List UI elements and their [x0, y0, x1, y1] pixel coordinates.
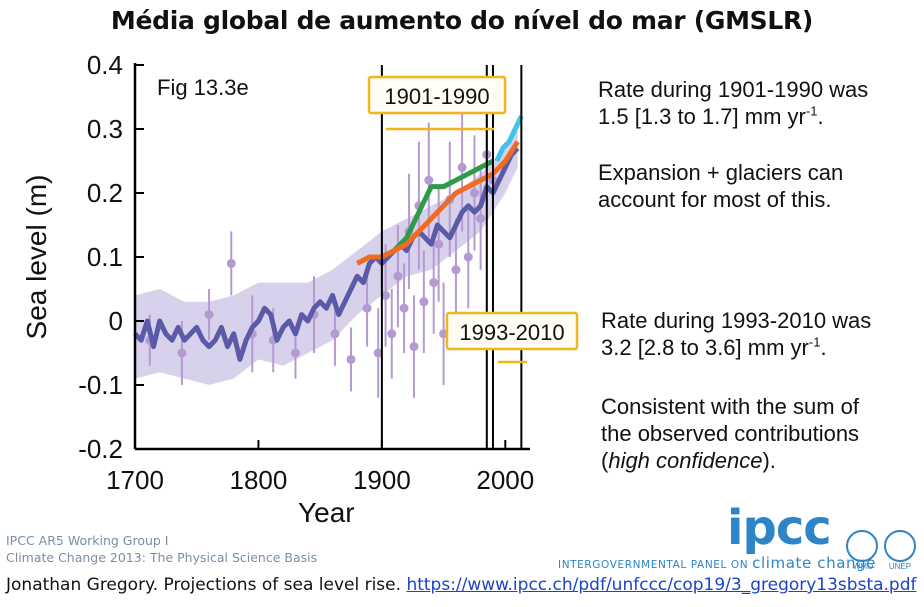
period-callout-box: [445, 311, 579, 351]
ipcc-tagline: INTERGOVERNMENTAL PANEL ON climate chang…: [558, 554, 876, 572]
period-callout-label: 1901-1990: [384, 84, 489, 109]
tagline-text: climate change: [752, 554, 877, 572]
note-superscript: -1: [805, 103, 818, 119]
period-callout-box: [367, 75, 507, 115]
unep-emblem-icon: [884, 530, 916, 562]
proxy-point: [451, 265, 461, 275]
proxy-point: [346, 354, 356, 364]
credit-text: Jonathan Gregory. Projections of sea lev…: [6, 575, 402, 595]
y-tick-label: 0: [109, 306, 123, 336]
source-line-1: IPCC AR5 Working Group I: [6, 533, 169, 548]
proxy-point: [463, 252, 473, 262]
consistent-note: Consistent with the sum of the observed …: [601, 393, 859, 474]
y-axis-title: Sea level (m): [21, 175, 52, 340]
proxy-point: [381, 290, 391, 300]
note-text: .: [820, 335, 827, 360]
footer-credit: Jonathan Gregory. Projections of sea lev…: [6, 575, 917, 595]
x-tick-label: 1900: [353, 465, 411, 495]
panel-label: Fig 13.3e: [157, 75, 249, 100]
note-superscript: -1: [808, 334, 821, 350]
y-tick-label: 0.2: [87, 178, 123, 208]
proxy-point: [409, 342, 419, 352]
x-axis-title: Year: [298, 497, 355, 528]
note-text: .: [817, 104, 824, 129]
y-tick-label: -0.2: [78, 434, 123, 464]
source-link[interactable]: https://www.ipcc.ch/pdf/unfccc/cop19/3_g…: [406, 575, 917, 595]
proxy-point: [330, 329, 340, 339]
rate-1993-2010-note: Rate during 1993-2010 was 3.2 [2.8 to 3.…: [601, 307, 871, 361]
note-line: 1.5 [1.3 to 1.7] mm yr-1.: [598, 103, 868, 130]
y-tick-label: 0.4: [87, 50, 123, 80]
proxy-point: [393, 271, 403, 281]
x-tick-label: 2000: [476, 465, 534, 495]
note-line: 3.2 [2.8 to 3.6] mm yr-1.: [601, 334, 871, 361]
proxy-point: [290, 348, 300, 358]
proxy-point: [429, 278, 439, 288]
orange-series-line: [356, 140, 520, 266]
proxy-point: [457, 162, 467, 172]
proxy-point: [177, 348, 187, 358]
note-line: account for most of this.: [598, 187, 832, 212]
note-italic: high confidence: [608, 448, 763, 473]
note-line: Rate during 1993-2010 was: [601, 308, 872, 333]
proxy-point: [424, 175, 434, 185]
y-tick-label: 0.3: [87, 114, 123, 144]
note-line: (high confidence).: [601, 447, 859, 474]
note-line: Consistent with the sum of: [601, 394, 860, 419]
proxy-point: [204, 310, 214, 320]
proxy-point: [399, 303, 409, 313]
proxy-point: [387, 329, 397, 339]
wmo-emblem-icon: [846, 530, 878, 562]
proxy-point: [362, 303, 372, 313]
rate-1901-1990-note: Rate during 1901-1990 was 1.5 [1.3 to 1.…: [598, 76, 868, 130]
proxy-point: [476, 214, 486, 224]
note-line: Rate during 1901-1990 was: [598, 77, 869, 102]
cyan-series-line: [494, 115, 524, 163]
note-text: (: [601, 448, 609, 473]
ipcc-logo: ipcc: [727, 500, 832, 556]
y-tick-label: 0.1: [87, 242, 123, 272]
wmo-label: WMO: [852, 562, 874, 571]
proxy-point: [469, 188, 479, 198]
source-line-2: Climate Change 2013: The Physical Scienc…: [6, 550, 318, 565]
x-tick-label: 1700: [106, 465, 164, 495]
proxy-point: [419, 297, 429, 307]
note-line: the observed contributions: [601, 421, 860, 446]
proxy-point: [226, 258, 236, 268]
y-tick-label: -0.1: [78, 370, 123, 400]
note-text: ).: [762, 448, 776, 473]
note-line: Expansion + glaciers can: [598, 160, 844, 185]
page-title: Média global de aumento do nível do mar …: [110, 6, 814, 35]
expansion-note: Expansion + glaciers can account for mos…: [598, 159, 843, 213]
uncertainty-band: [135, 129, 518, 385]
note-text: 1.5 [1.3 to 1.7] mm yr: [598, 104, 806, 129]
green-series-line: [380, 158, 495, 260]
main-series-line: [133, 146, 520, 362]
proxy-point: [373, 348, 383, 358]
note-text: 3.2 [2.8 to 3.6] mm yr: [601, 335, 809, 360]
period-callout-label: 1993-2010: [459, 320, 564, 345]
proxy-point: [434, 239, 444, 249]
x-tick-label: 1800: [230, 465, 288, 495]
tagline-text: INTERGOVERNMENTAL PANEL ON: [558, 559, 753, 571]
unep-label: UNEP: [888, 562, 912, 571]
